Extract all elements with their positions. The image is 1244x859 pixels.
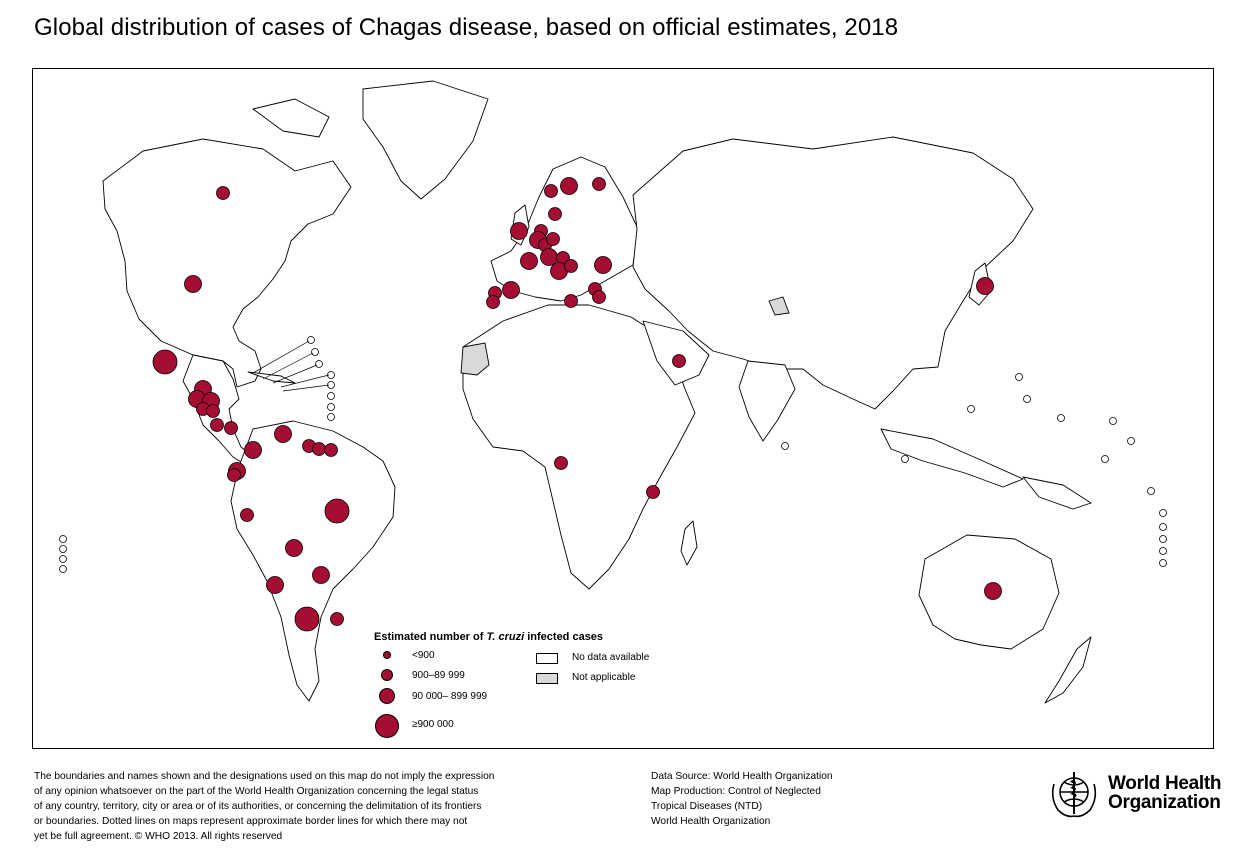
legend-label-900-89999: 900–89 999 <box>412 670 465 681</box>
case-marker <box>216 186 230 200</box>
case-marker <box>244 441 262 459</box>
legend-label-not-applicable: Not applicable <box>572 672 636 683</box>
case-marker <box>672 354 686 368</box>
landmass-arctic-islands <box>252 98 330 138</box>
case-marker <box>540 248 558 266</box>
world-map-svg <box>59 80 1167 704</box>
legend-box-not-applicable <box>536 673 558 684</box>
case-marker <box>554 456 568 470</box>
legend-label-no-data: No data available <box>572 652 650 663</box>
case-marker <box>227 468 241 482</box>
who-logo-line1: World Health <box>1108 773 1222 794</box>
case-marker <box>330 612 344 626</box>
case-marker <box>564 259 578 273</box>
case-marker <box>592 290 606 304</box>
disclaimer-line: of any opinion whatsoever on the part of… <box>34 786 479 797</box>
case-marker <box>544 184 558 198</box>
case-marker <box>266 576 284 594</box>
case-marker <box>976 277 994 295</box>
landmass-indonesia <box>880 428 1024 488</box>
landmass-new-zealand <box>1044 636 1092 704</box>
case-marker <box>502 281 520 299</box>
case-marker <box>224 421 238 435</box>
who-emblem-icon <box>1051 772 1097 818</box>
case-marker <box>324 443 338 457</box>
legend-label-lt900: <900 <box>412 650 435 661</box>
legend-box-no-data <box>536 653 558 664</box>
case-marker <box>486 295 500 309</box>
case-marker <box>274 425 292 443</box>
case-marker <box>520 252 538 270</box>
map-title: Global distribution of cases of Chagas d… <box>34 14 899 41</box>
case-marker <box>312 566 330 584</box>
who-logo: World Health Organization <box>1046 768 1222 820</box>
credits: Data Source: World Health Organization M… <box>651 769 911 829</box>
island-markers <box>59 336 1167 573</box>
landmass-madagascar <box>680 520 698 566</box>
landmass-asia <box>632 136 1034 410</box>
case-marker <box>240 508 254 522</box>
case-marker <box>184 275 202 293</box>
case-marker <box>312 442 326 456</box>
landmass-north-america <box>102 138 352 388</box>
disclaimer-line: The boundaries and names shown and the d… <box>34 771 495 782</box>
case-marker <box>285 539 303 557</box>
case-marker <box>646 485 660 499</box>
disclaimer-line: or boundaries. Dotted lines on maps repr… <box>34 816 468 827</box>
case-marker <box>152 349 178 375</box>
who-logo-text: World Health Organization <box>1108 773 1222 813</box>
disclaimer: The boundaries and names shown and the d… <box>34 769 594 844</box>
legend-label-90000-899999: 90 000– 899 999 <box>412 691 488 702</box>
case-marker <box>564 294 578 308</box>
disclaimer-line: yet be full agreement. © WHO 2013. All r… <box>34 831 283 842</box>
case-marker <box>210 418 224 432</box>
landmass-south-america <box>230 420 396 702</box>
case-marker <box>510 222 528 240</box>
landmass-arabia <box>642 320 710 386</box>
legend-title: Estimated number of T. cruzi infected ca… <box>374 631 603 643</box>
credits-line: Tropical Diseases (NTD) <box>651 801 763 812</box>
island-leader-lines <box>252 340 330 392</box>
case-marker <box>594 256 612 274</box>
case-marker <box>548 207 562 221</box>
landmass-india <box>738 360 796 442</box>
legend-label-gte900000: ≥900 000 <box>412 719 454 730</box>
world-map <box>32 68 1214 749</box>
case-marker <box>294 606 320 632</box>
legend-dot-90000-899999 <box>379 688 395 704</box>
case-marker <box>206 404 220 418</box>
not-applicable-western-sahara <box>460 342 490 376</box>
legend-title-species: T. cruzi <box>486 631 525 643</box>
landmass-africa <box>462 304 696 590</box>
landmass-greenland <box>362 80 489 200</box>
map-legend: Estimated number of T. cruzi infected ca… <box>374 631 694 741</box>
case-marker <box>324 498 350 524</box>
legend-dot-gte900000 <box>375 714 399 738</box>
credits-line: Data Source: World Health Organization <box>651 771 833 782</box>
case-marker <box>546 232 560 246</box>
credits-line: World Health Organization <box>651 816 771 827</box>
legend-dot-900-89999 <box>381 669 393 681</box>
case-marker <box>984 582 1002 600</box>
landmass-new-guinea <box>1022 476 1092 510</box>
credits-line: Map Production: Control of Neglected <box>651 786 821 797</box>
who-logo-line2: Organization <box>1108 792 1221 813</box>
case-markers <box>152 177 1002 632</box>
legend-title-suffix: infected cases <box>524 631 604 643</box>
legend-title-prefix: Estimated number of <box>374 631 487 643</box>
disclaimer-line: of any country, territory, city or area … <box>34 801 482 812</box>
case-marker <box>560 177 578 195</box>
case-marker <box>592 177 606 191</box>
legend-dot-lt900 <box>383 651 391 659</box>
not-applicable-kashmir <box>768 296 790 316</box>
